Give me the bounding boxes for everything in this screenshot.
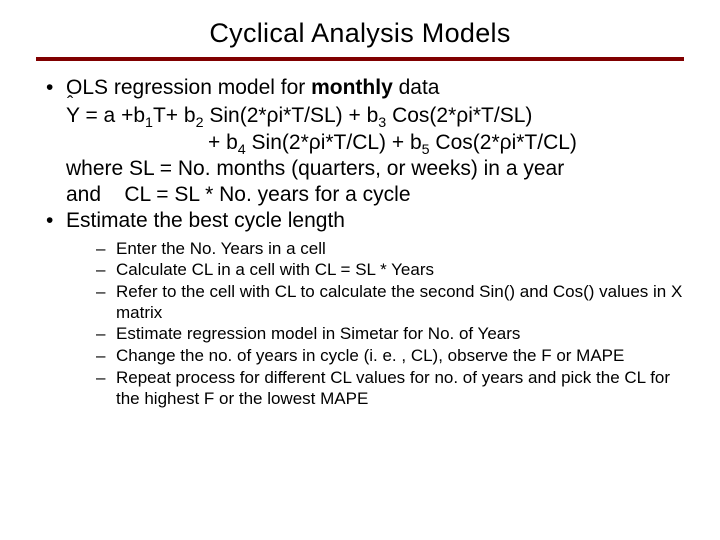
title-rule xyxy=(36,57,684,61)
where-line-2: and CL = SL * No. years for a cycle xyxy=(40,182,684,208)
slide: Cyclical Analysis Models OLS regression … xyxy=(0,0,720,540)
eq1-b: T+ b xyxy=(153,104,196,127)
sub-bullet-3: Refer to the cell with CL to calculate t… xyxy=(94,282,684,323)
eq1-c: Sin(2*ρi*T/SL) + b xyxy=(204,104,379,127)
slide-content: OLS regression model for monthly data Y … xyxy=(36,75,684,409)
eq2-c: Cos(2*ρi*T/CL) xyxy=(430,131,577,154)
bullet-1-prefix: OLS regression model for xyxy=(66,76,311,99)
sub-2: 2 xyxy=(196,115,204,131)
eq1-a: Y = a +b xyxy=(66,104,145,127)
bullet-1-bold: monthly xyxy=(311,76,393,99)
sub-1: 1 xyxy=(145,115,153,131)
eq1-d: Cos(2*ρi*T/SL) xyxy=(386,104,532,127)
sub-bullet-6: Repeat process for different CL values f… xyxy=(94,368,684,409)
equation-line-2: + b4 Sin(2*ρi*T/CL) + b5 Cos(2*ρi*T/CL) xyxy=(40,130,684,156)
bullet-1-suffix: data xyxy=(393,76,440,99)
bullet-list-2: Estimate the best cycle length Enter the… xyxy=(40,208,684,409)
slide-title: Cyclical Analysis Models xyxy=(36,18,684,49)
eq2-b: Sin(2*ρi*T/CL) + b xyxy=(246,131,422,154)
where-line-1: where SL = No. months (quarters, or week… xyxy=(40,156,684,182)
bullet-1: OLS regression model for monthly data xyxy=(40,75,684,101)
eq2-a: + b xyxy=(208,131,238,154)
equation-line-1: Y = a +b1T+ b2 Sin(2*ρi*T/SL) + b3 Cos(2… xyxy=(40,103,684,129)
bullet-2-text: Estimate the best cycle length xyxy=(66,209,345,232)
bullet-list: OLS regression model for monthly data xyxy=(40,75,684,101)
sub-bullet-list: Enter the No. Years in a cell Calculate … xyxy=(66,239,684,410)
sub-bullet-1: Enter the No. Years in a cell xyxy=(94,239,684,260)
sub-bullet-4: Estimate regression model in Simetar for… xyxy=(94,324,684,345)
sub-bullet-5: Change the no. of years in cycle (i. e. … xyxy=(94,346,684,367)
sub-bullet-2: Calculate CL in a cell with CL = SL * Ye… xyxy=(94,260,684,281)
y-hat: Y = a +b xyxy=(66,103,145,129)
bullet-2: Estimate the best cycle length Enter the… xyxy=(40,208,684,409)
